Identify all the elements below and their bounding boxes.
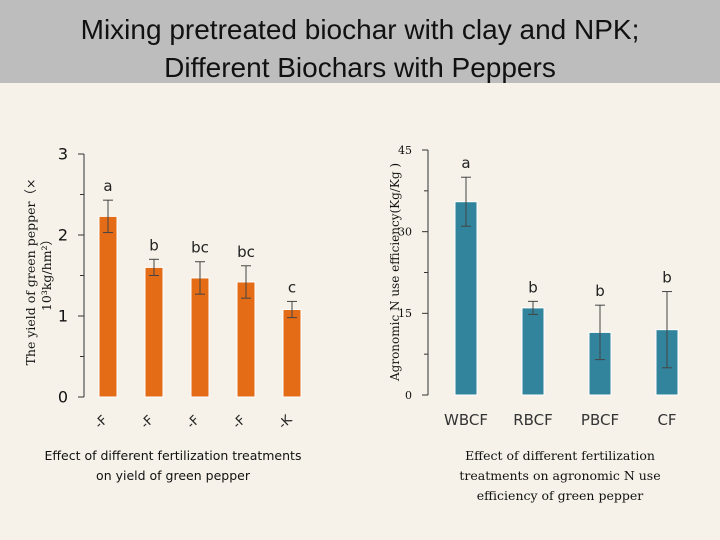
chart-1-category-label: PBCF (581, 411, 619, 429)
chart-0-y-axis-title-line-2: 10³kg/hm²） (39, 233, 54, 311)
chart-0-significance-letter: c (288, 278, 296, 296)
chart-1-significance-letter: b (528, 278, 538, 296)
left-chart-caption: Effect of different fertilization treatm… (28, 446, 318, 486)
chart-1-y-tick-label: 0 (405, 389, 412, 402)
chart-1-y-axis-title: Agronomic N use efficiency(Kg/Kg ) (388, 163, 402, 382)
chart-1-y-tick-label: 15 (398, 307, 412, 320)
chart-1-y-tick-label: 30 (398, 226, 412, 239)
chart-0-category-label: -F (138, 413, 157, 432)
chart-1-category-label: CF (657, 411, 676, 429)
chart-0-category-label: -F (230, 413, 249, 432)
chart-0-bar (98, 215, 118, 398)
chart-0-bar (236, 281, 256, 398)
chart-1-category-label: RBCF (513, 411, 553, 429)
chart-0-significance-letter: b (149, 236, 159, 254)
title-band: Mixing pretreated biochar with clay and … (0, 0, 720, 83)
chart-1-bar (454, 201, 478, 396)
chart-0-y-tick-label: 2 (58, 226, 68, 245)
slide-title-line-1: Mixing pretreated biochar with clay and … (80, 14, 640, 45)
chart-0-significance-letter: bc (237, 243, 255, 261)
chart-0-bar (144, 266, 164, 398)
right-chart-caption: Effect of different fertilization treatm… (430, 446, 690, 506)
chart-0-significance-letter: a (103, 177, 112, 195)
chart-0-category-label: -F (92, 413, 111, 432)
right-caption-line-3: efficiency of green pepper (476, 488, 644, 503)
left-caption-line-1: Effect of different fertilization treatm… (44, 448, 302, 463)
chart-0-bar (190, 277, 210, 398)
chart-0-bar (282, 309, 302, 398)
chart-0-y-axis-title-line-1: The yield of green pepper（× (23, 179, 38, 366)
right-caption-line-1: Effect of different fertilization (465, 448, 655, 463)
chart-0-y-tick-label: 0 (58, 388, 68, 407)
chart-0-y-tick-label: 1 (58, 307, 68, 326)
chart-1-significance-letter: b (662, 269, 672, 287)
chart-1-significance-letter: a (461, 154, 470, 172)
chart-1-bar (521, 307, 545, 396)
chart-1-category-label: WBCF (444, 411, 488, 429)
chart-1-y-tick-label: 45 (398, 144, 412, 157)
left-caption-line-2: on yield of green pepper (96, 468, 250, 483)
right-caption-line-2: treatments on agronomic N use (459, 468, 661, 483)
chart-0-y-tick-label: 3 (58, 145, 68, 164)
slide-title-line-2: Different Biochars with Peppers (164, 52, 556, 83)
chart-0-significance-letter: bc (191, 239, 209, 257)
chart-0-category-label: -F (184, 413, 203, 432)
chart-0-category-label: -K (276, 412, 296, 432)
chart-1-significance-letter: b (595, 282, 605, 300)
